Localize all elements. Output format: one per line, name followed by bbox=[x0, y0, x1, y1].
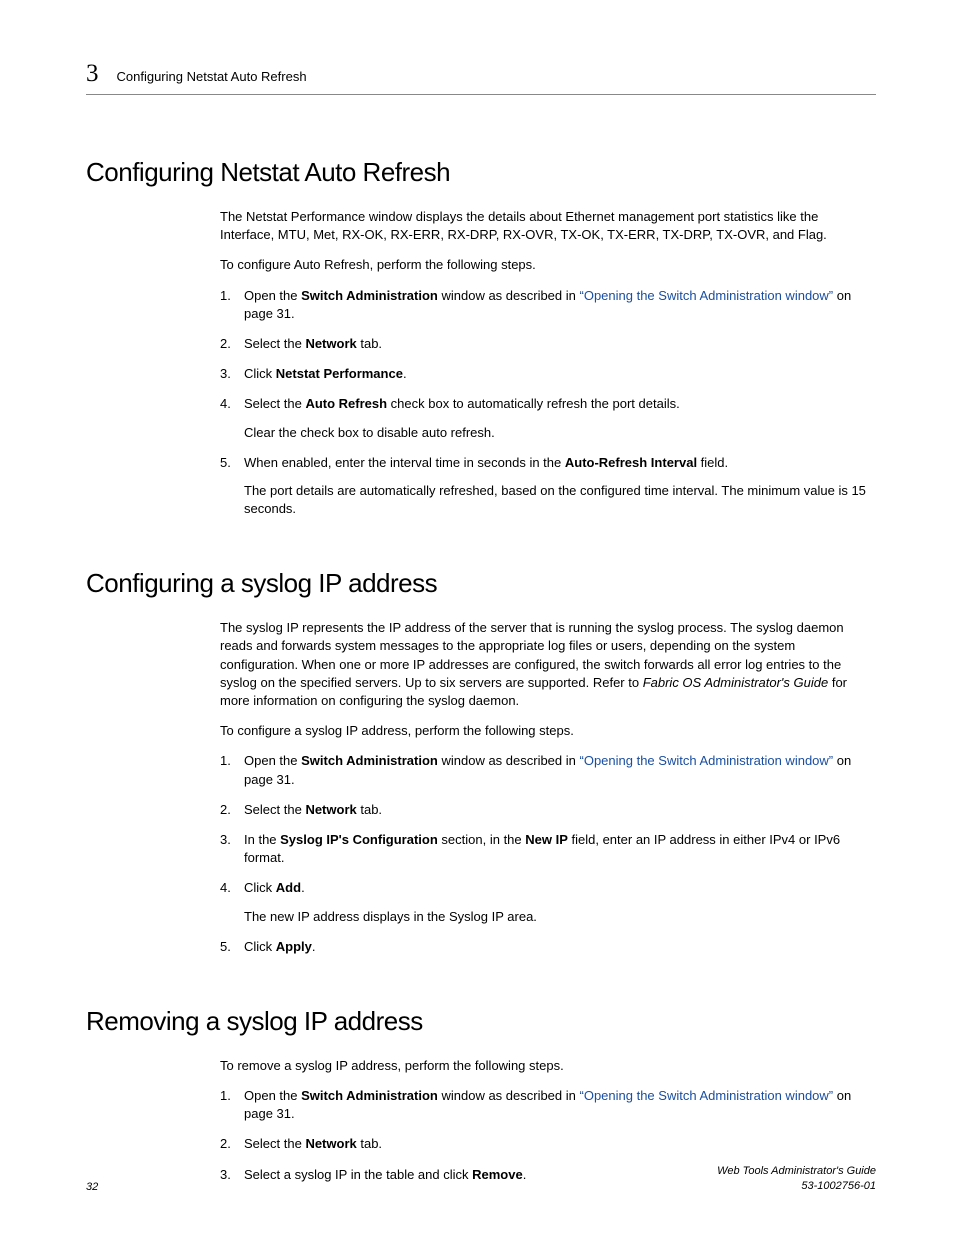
page-header: 3 Configuring Netstat Auto Refresh bbox=[86, 60, 876, 95]
section-title-syslog-remove: Removing a syslog IP address bbox=[86, 1006, 876, 1037]
step-item: Select the Auto Refresh check box to aut… bbox=[220, 395, 876, 441]
section-title-netstat: Configuring Netstat Auto Refresh bbox=[86, 157, 876, 188]
lead-para: To remove a syslog IP address, perform t… bbox=[220, 1057, 876, 1075]
step-item: Select the Network tab. bbox=[220, 801, 876, 819]
doc-reference: Web Tools Administrator's Guide 53-10027… bbox=[717, 1164, 876, 1193]
intro-para: The syslog IP represents the IP address … bbox=[220, 619, 876, 710]
step-item: Click Apply. bbox=[220, 938, 876, 956]
section-body-syslog-config: The syslog IP represents the IP address … bbox=[220, 619, 876, 956]
xref-link[interactable]: “Opening the Switch Administration windo… bbox=[580, 753, 834, 768]
chapter-number: 3 bbox=[86, 60, 99, 88]
xref-link[interactable]: “Opening the Switch Administration windo… bbox=[580, 1088, 834, 1103]
lead-para: To configure a syslog IP address, perfor… bbox=[220, 722, 876, 740]
step-item: Open the Switch Administration window as… bbox=[220, 752, 876, 788]
step-item: Open the Switch Administration window as… bbox=[220, 287, 876, 323]
steps-list: Open the Switch Administration window as… bbox=[220, 752, 876, 956]
step-item: Select the Network tab. bbox=[220, 335, 876, 353]
step-item: In the Syslog IP's Configuration section… bbox=[220, 831, 876, 867]
step-item: Select the Network tab. bbox=[220, 1135, 876, 1153]
step-item: Open the Switch Administration window as… bbox=[220, 1087, 876, 1123]
header-breadcrumb: Configuring Netstat Auto Refresh bbox=[117, 69, 307, 84]
page-footer: 32 Web Tools Administrator's Guide 53-10… bbox=[86, 1164, 876, 1193]
step-item: Click Netstat Performance. bbox=[220, 365, 876, 383]
step-item: When enabled, enter the interval time in… bbox=[220, 454, 876, 519]
step-sub: Clear the check box to disable auto refr… bbox=[244, 424, 876, 442]
step-sub: The port details are automatically refre… bbox=[244, 482, 876, 518]
page-number: 32 bbox=[86, 1181, 98, 1193]
intro-para: The Netstat Performance window displays … bbox=[220, 208, 876, 244]
section-title-syslog-config: Configuring a syslog IP address bbox=[86, 568, 876, 599]
lead-para: To configure Auto Refresh, perform the f… bbox=[220, 256, 876, 274]
section-body-netstat: The Netstat Performance window displays … bbox=[220, 208, 876, 518]
step-item: Click Add. The new IP address displays i… bbox=[220, 879, 876, 925]
steps-list: Open the Switch Administration window as… bbox=[220, 287, 876, 519]
step-sub: The new IP address displays in the Syslo… bbox=[244, 908, 876, 926]
xref-link[interactable]: “Opening the Switch Administration windo… bbox=[580, 288, 834, 303]
